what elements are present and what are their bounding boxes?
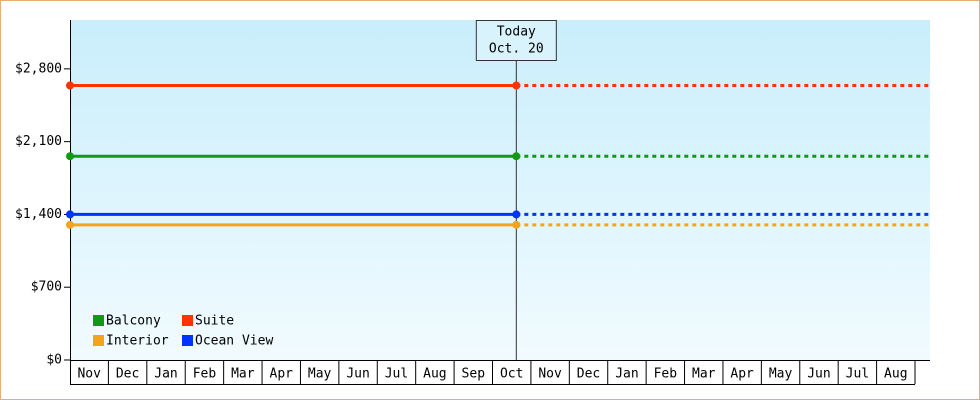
legend-label: Interior <box>106 334 169 349</box>
x-tick-label: Mar <box>692 367 716 382</box>
x-tick-label: Jun <box>807 367 830 382</box>
legend-label: Balcony <box>106 314 161 329</box>
series-point <box>512 210 521 219</box>
x-tick-label: Nov <box>77 367 101 382</box>
series-point <box>512 81 521 90</box>
series-point <box>66 81 74 90</box>
y-tick-label: $2,800 <box>15 61 62 76</box>
x-tick-label: Jul <box>385 367 408 382</box>
series-point <box>66 210 74 219</box>
y-tick-label: $2,100 <box>15 134 62 149</box>
x-tick-label: Jan <box>615 367 638 382</box>
series-point <box>66 152 74 161</box>
x-tick-label: Jun <box>346 367 369 382</box>
today-box <box>475 20 557 61</box>
legend-label: Suite <box>195 314 234 329</box>
x-tick-label: Dec <box>577 367 600 382</box>
series-point <box>512 220 521 229</box>
today-label: Today <box>497 25 536 40</box>
x-tick-label: Oct <box>500 367 523 382</box>
x-tick-label: Jul <box>846 367 869 382</box>
today-label: Oct. 20 <box>489 42 544 57</box>
x-tick-label: Nov <box>538 367 562 382</box>
legend-label: Ocean View <box>195 334 273 349</box>
x-tick-label: Apr <box>730 367 754 382</box>
x-tick-label: Jan <box>154 367 177 382</box>
series-point <box>512 152 521 161</box>
y-tick-label: $700 <box>31 280 62 295</box>
legend-swatch <box>182 335 193 346</box>
x-tick-label: Aug <box>884 367 907 382</box>
x-tick-label: Dec <box>116 367 139 382</box>
x-tick-label: Sep <box>462 367 486 382</box>
x-tick-label: May <box>769 367 793 382</box>
x-tick-label: Apr <box>270 367 294 382</box>
y-tick-label: $1,400 <box>15 207 62 222</box>
x-tick-label: Feb <box>654 367 678 382</box>
x-tick-label: Aug <box>423 367 446 382</box>
x-tick-label: Mar <box>231 367 255 382</box>
series-point <box>66 220 74 229</box>
y-tick-label: $0 <box>46 353 62 368</box>
x-tick-label: May <box>308 367 332 382</box>
legend-swatch <box>93 335 104 346</box>
x-tick-label: Feb <box>193 367 217 382</box>
plot-area <box>70 20 930 360</box>
legend-swatch <box>93 315 104 326</box>
legend-swatch <box>182 315 193 326</box>
